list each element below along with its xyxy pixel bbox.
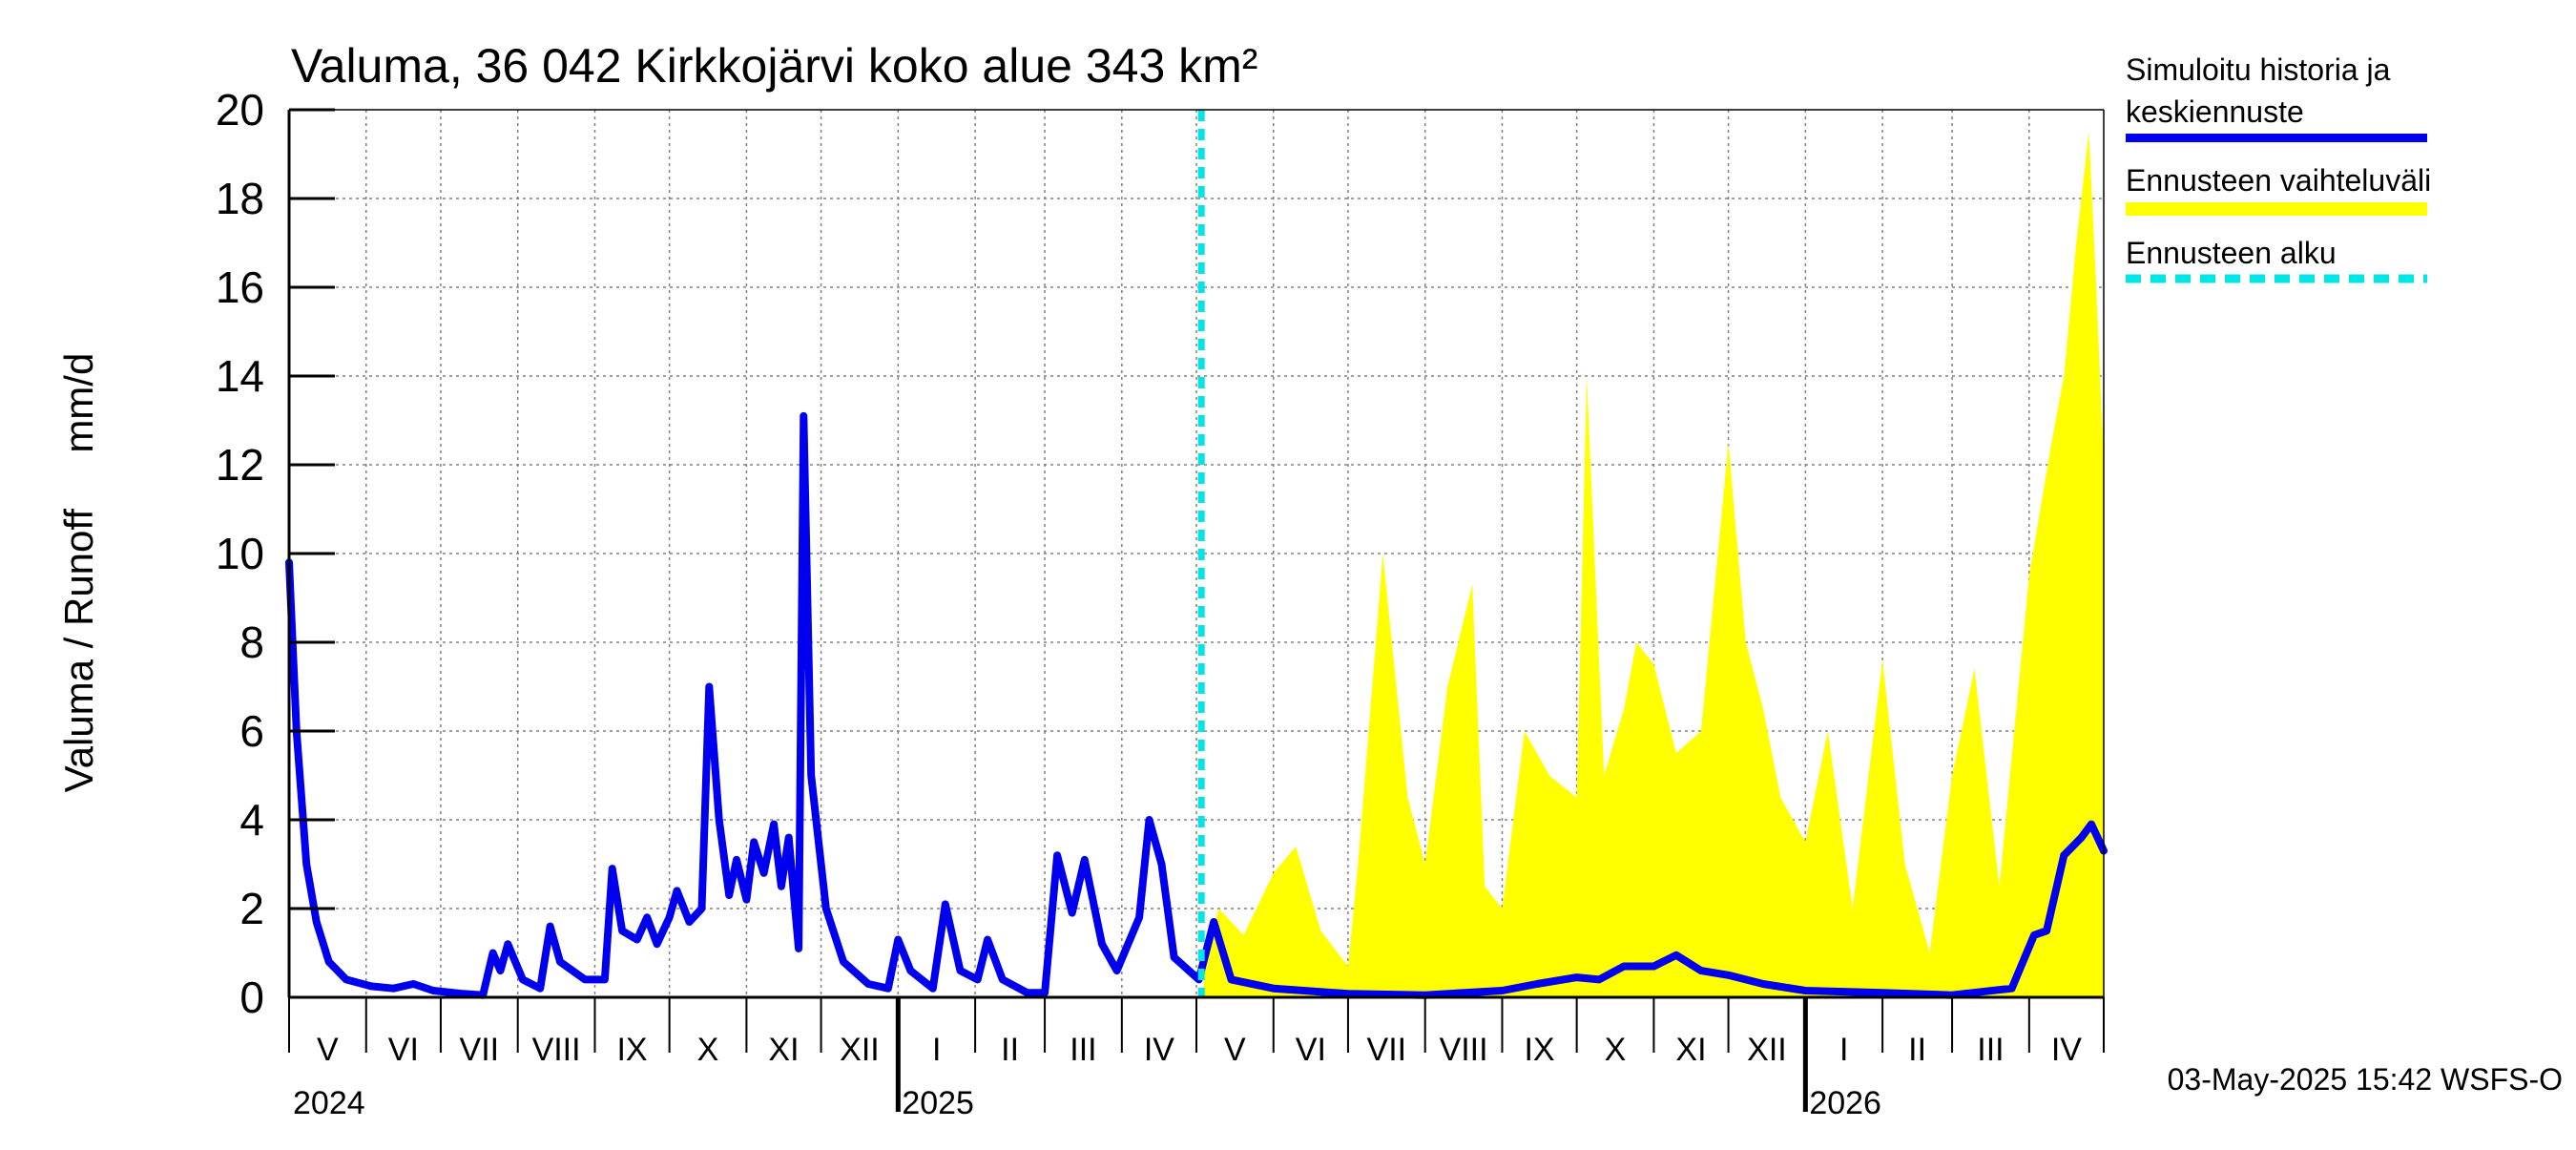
x-month-label: II — [1908, 1032, 1926, 1068]
x-month-label: IV — [1144, 1032, 1174, 1068]
x-month-label: IV — [2051, 1032, 2082, 1068]
x-month-label: VI — [388, 1032, 419, 1068]
y-tick-label: 8 — [239, 617, 264, 667]
x-month-label: V — [317, 1032, 339, 1068]
forecast-range-area — [1203, 132, 2104, 998]
x-month-label: VII — [1367, 1032, 1407, 1068]
x-month-label: II — [1001, 1032, 1019, 1068]
x-month-label: XI — [768, 1032, 799, 1068]
history-line-group — [285, 110, 2108, 999]
chart-title: Valuma, 36 042 Kirkkojärvi koko alue 343… — [291, 39, 1257, 93]
y-tick-label: 18 — [216, 174, 264, 223]
x-month-label: X — [1605, 1032, 1627, 1068]
x-month-label: IX — [616, 1032, 647, 1068]
x-month-label: III — [1977, 1032, 2004, 1068]
x-month-label: XII — [1747, 1032, 1787, 1068]
y-tick-label: 6 — [239, 706, 264, 756]
x-month-label: X — [697, 1032, 719, 1068]
y-tick-label: 12 — [216, 440, 264, 490]
history-line — [285, 411, 2108, 999]
y-tick-label: 2 — [239, 884, 264, 933]
x-year-label: 2026 — [1809, 1085, 1881, 1121]
axes — [287, 108, 2105, 1112]
legend-range-label: Ennusteen vaihteluväli — [2126, 163, 2431, 198]
x-month-label: XII — [840, 1032, 880, 1068]
y-axis-label: Valuma / Runoff mm/d — [56, 353, 101, 793]
x-month-label: XI — [1675, 1032, 1706, 1068]
x-month-label: VI — [1296, 1032, 1326, 1068]
legend-history-swatch — [2126, 134, 2427, 142]
legend-history-label-line1: Simuloitu historia ja — [2126, 52, 2391, 87]
x-month-label: VIII — [1440, 1032, 1488, 1068]
legend-start-label: Ennusteen alku — [2126, 236, 2337, 270]
y-tick-label: 14 — [216, 351, 264, 401]
x-year-label: 2025 — [902, 1085, 974, 1121]
x-month-label: I — [932, 1032, 941, 1068]
y-tick-label: 16 — [216, 262, 264, 312]
x-month-label: VIII — [532, 1032, 581, 1068]
y-tick-label: 0 — [239, 972, 264, 1022]
x-month-label: IX — [1524, 1032, 1554, 1068]
y-tick-label: 4 — [239, 795, 264, 845]
legend: Simuloitu historia ja keskiennuste Ennus… — [2126, 52, 2431, 283]
legend-history-label-line2: keskiennuste — [2126, 94, 2304, 129]
x-month-label: III — [1070, 1032, 1096, 1068]
y-tick-label: 20 — [216, 85, 264, 135]
y-tick-label: 10 — [216, 529, 264, 578]
x-month-label: VII — [460, 1032, 500, 1068]
x-month-label: V — [1224, 1032, 1246, 1068]
legend-range-swatch — [2126, 202, 2427, 216]
x-month-label: I — [1839, 1032, 1848, 1068]
forecast-range-band — [1203, 132, 2104, 998]
footer-timestamp: 03-May-2025 15:42 WSFS-O — [2168, 1062, 2563, 1097]
x-year-label: 2024 — [293, 1085, 365, 1121]
